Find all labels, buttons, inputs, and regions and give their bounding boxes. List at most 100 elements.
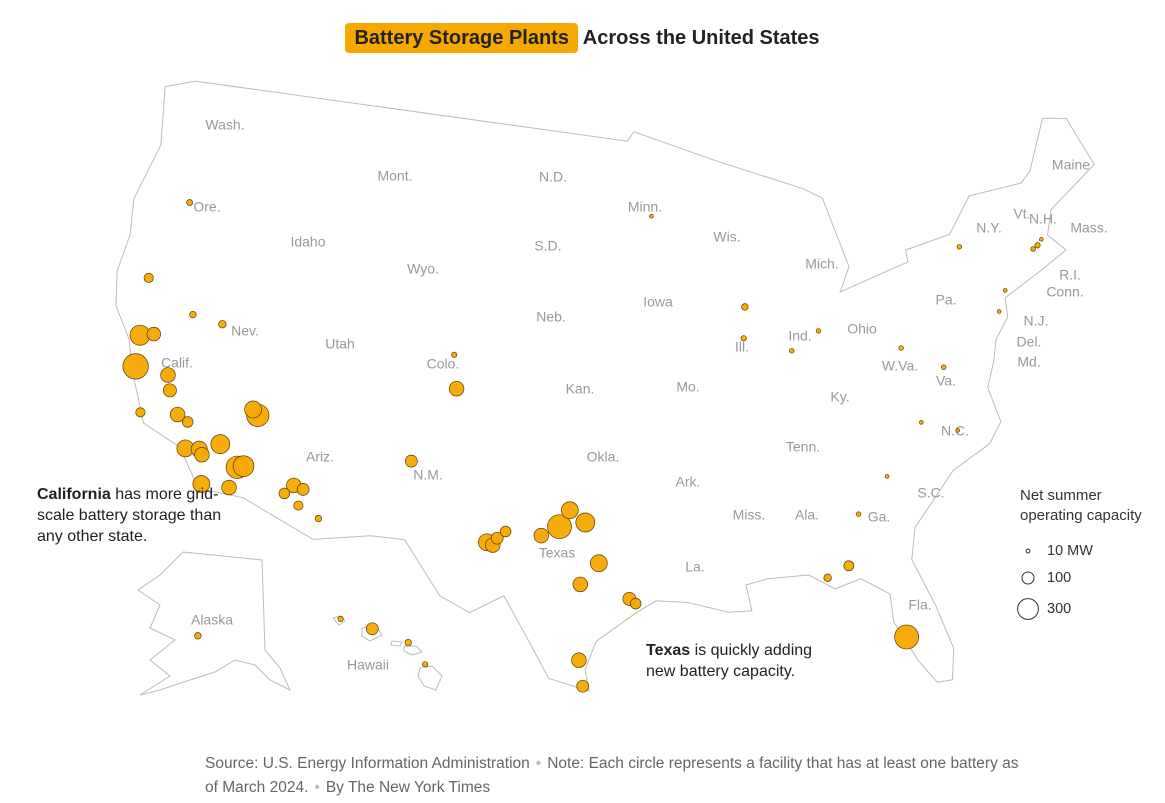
- plant-circle: [296, 483, 310, 496]
- plant-circle: [855, 511, 862, 517]
- annotation-text: is quickly adding new battery capacity.: [646, 642, 813, 680]
- state-label: Hawaii: [347, 657, 389, 673]
- state-label: S.D.: [534, 238, 561, 254]
- plant-circle: [404, 638, 412, 647]
- note: Note: Each circle represents a facility …: [205, 755, 1019, 796]
- plant-circle: [884, 474, 890, 479]
- state-label: N.J.: [1024, 313, 1049, 329]
- legend-circle: [1021, 571, 1035, 585]
- plant-circle: [571, 652, 587, 668]
- state-label: Nev.: [231, 323, 259, 339]
- state-label: Md.: [1017, 354, 1040, 370]
- plant-circle: [192, 475, 211, 493]
- plant-circle: [823, 573, 832, 582]
- land: [115, 80, 1095, 696]
- state-label: Texas: [539, 545, 576, 561]
- hawaii-outline: [332, 615, 443, 691]
- state-label: La.: [685, 559, 704, 575]
- annotation: Texas is quickly adding new battery capa…: [646, 640, 826, 682]
- state-label: Ariz.: [306, 449, 334, 465]
- plant-circle: [278, 487, 291, 500]
- legend-label: 10 MW: [1047, 543, 1093, 559]
- state-label: W.Va.: [882, 358, 918, 374]
- state-label: Utah: [325, 336, 355, 352]
- plant-circle: [404, 454, 418, 468]
- plant-circle: [221, 479, 237, 496]
- plant-circle: [629, 597, 642, 610]
- plant-circle: [898, 345, 904, 351]
- state-label: Wyo.: [407, 261, 439, 277]
- annotation-text: has more grid-scale battery storage than…: [37, 486, 222, 545]
- state-label: Maine: [1052, 157, 1090, 173]
- plant-circle: [162, 383, 177, 398]
- plant-circle: [194, 447, 210, 463]
- state-label: Wash.: [205, 117, 244, 133]
- state-label: S.C.: [917, 485, 944, 501]
- state-label: Ga.: [868, 509, 891, 525]
- plant-circle: [843, 560, 855, 572]
- plant-circle: [560, 501, 579, 520]
- plant-circle: [146, 326, 161, 342]
- state-label: Okla.: [587, 449, 620, 465]
- state-label: Ark.: [676, 474, 701, 490]
- plant-circle: [956, 244, 963, 250]
- plant-circle: [741, 303, 749, 311]
- plant-circle: [337, 615, 344, 622]
- plant-circle: [186, 199, 194, 206]
- state-label: Ill.: [735, 339, 749, 355]
- plant-circle: [789, 348, 795, 354]
- plant-circle: [451, 351, 458, 358]
- plant-circle: [422, 661, 429, 668]
- legend-circle: [1017, 598, 1039, 620]
- state-label: R.I.: [1059, 267, 1081, 283]
- state-label: Mont.: [377, 168, 412, 184]
- plant-circle: [499, 525, 512, 538]
- source: Source: U.S. Energy Information Administ…: [205, 755, 530, 772]
- plant-circle: [194, 632, 202, 640]
- plant-circle: [181, 416, 194, 428]
- plant-circle: [448, 380, 465, 397]
- state-label: Kan.: [566, 381, 595, 397]
- state-label: Fla.: [908, 597, 931, 613]
- title-highlight: Battery Storage Plants: [345, 23, 578, 53]
- plant-circle: [244, 400, 262, 419]
- annotation: California has more grid-scale battery s…: [37, 484, 237, 547]
- state-label: Alaska: [191, 612, 233, 628]
- legend-label: 100: [1047, 570, 1071, 586]
- plant-circle: [815, 328, 822, 334]
- state-label: N.D.: [539, 169, 567, 185]
- annotation-bold: California: [37, 486, 111, 503]
- plant-circle: [365, 622, 379, 636]
- plant-circle: [218, 320, 227, 329]
- state-label: Ind.: [788, 328, 811, 344]
- plant-circle: [533, 527, 549, 544]
- legend-circle: [1025, 548, 1031, 554]
- plant-circle: [160, 367, 176, 383]
- title: Battery Storage Plants Across the United…: [0, 23, 1165, 53]
- plant-circle: [941, 364, 947, 370]
- plant-circle: [169, 406, 186, 423]
- plant-circle: [589, 554, 608, 573]
- separator: •: [535, 755, 542, 772]
- us-outline: [115, 80, 1095, 692]
- plant-circle: [232, 455, 255, 477]
- state-label: Idaho: [290, 234, 325, 250]
- plant-circle: [1030, 246, 1036, 252]
- plant-circle: [576, 679, 590, 693]
- state-label: Minn.: [628, 199, 662, 215]
- state-label: N.C.: [941, 423, 969, 439]
- state-label: Mo.: [676, 379, 699, 395]
- plant-circle: [143, 272, 154, 283]
- plant-circle: [210, 434, 231, 454]
- state-label: Ohio: [847, 321, 877, 337]
- state-label: Mich.: [805, 256, 838, 272]
- state-label: Ore.: [193, 199, 220, 215]
- legend-title: Net summer operating capacity: [1020, 487, 1142, 524]
- state-label: Va.: [936, 373, 956, 389]
- plant-circle: [1034, 242, 1041, 249]
- plant-circle: [135, 407, 146, 418]
- plant-circle: [894, 624, 919, 650]
